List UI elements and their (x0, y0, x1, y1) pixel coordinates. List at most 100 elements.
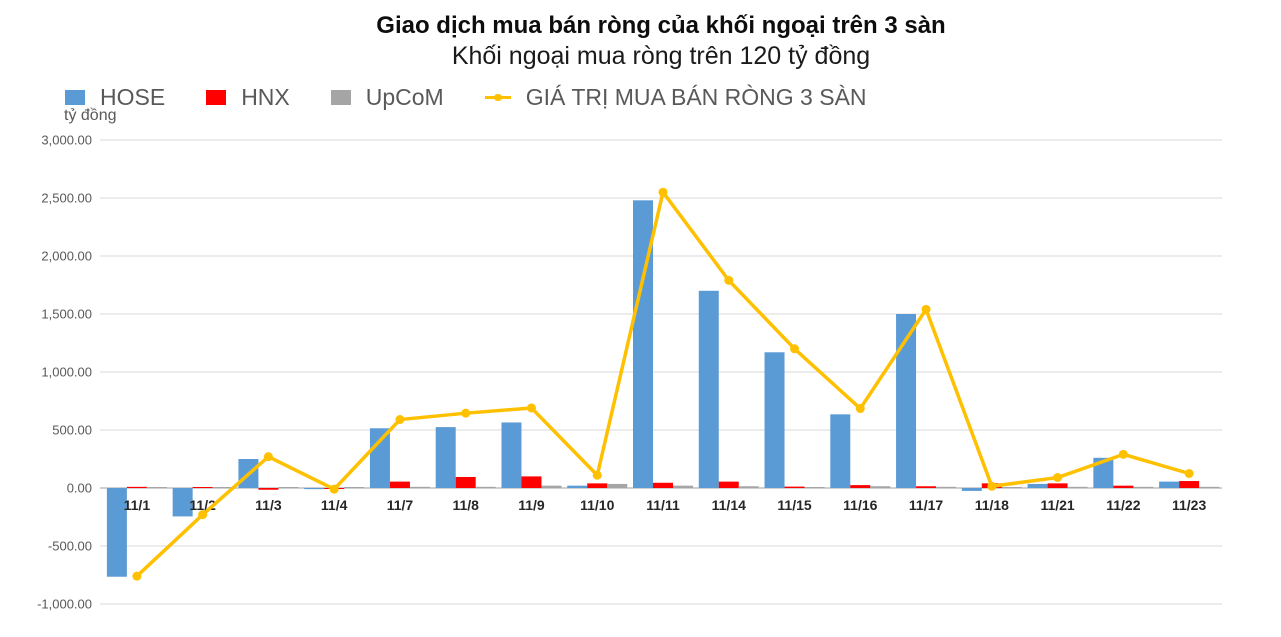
net-value-point (263, 452, 273, 462)
net-value-point (790, 344, 800, 354)
bar-hnx (1047, 483, 1068, 488)
hose-swatch-icon (65, 90, 85, 105)
bar-upcom (409, 486, 430, 488)
bar-upcom (146, 487, 167, 488)
x-tick-label: 11/3 (255, 497, 282, 513)
y-tick-label: 2,000.00 (41, 249, 92, 264)
bar-hnx (192, 487, 213, 488)
y-tick-label: 3,000.00 (41, 133, 92, 148)
net-value-point (395, 415, 405, 425)
y-tick-label: 2,500.00 (41, 191, 92, 206)
bar-hnx (587, 483, 608, 488)
bar-upcom (1067, 486, 1088, 488)
bar-hnx (389, 481, 410, 488)
chart-title: Giao dịch mua bán ròng của khối ngoại tr… (376, 12, 946, 39)
x-tick-label: 11/18 (975, 497, 1009, 513)
net-value-line (135, 190, 1191, 578)
x-tick-label: 11/10 (580, 497, 614, 513)
legend-item-net-line: GIÁ TRỊ MUA BÁN RÒNG 3 SÀN (484, 84, 867, 111)
bar-hose (1027, 483, 1048, 488)
upcom-swatch-icon (330, 90, 351, 105)
bar-upcom (212, 487, 233, 488)
bar-hose (435, 427, 456, 488)
legend-item-hose: HOSE (65, 84, 165, 111)
chart-subtitle: Khối ngoại mua ròng trên 120 tỷ đồng (451, 42, 871, 70)
net-value-point (855, 404, 865, 414)
x-tick-label: 11/14 (712, 497, 746, 513)
bar-hose (633, 200, 653, 488)
line-marker-icon (484, 93, 511, 102)
bar-hose (764, 352, 785, 488)
bar-upcom (1199, 486, 1220, 488)
chart-title-block: Giao dịch mua bán ròng của khối ngoại tr… (100, 10, 1222, 71)
bar-hnx (784, 486, 805, 488)
x-tick-label: 11/11 (646, 497, 680, 513)
x-tick-label: 11/23 (1172, 497, 1206, 513)
bar-hnx (521, 476, 542, 488)
legend-item-hnx: HNX (206, 84, 290, 111)
net-value-point (132, 571, 142, 581)
y-tick-label: 1,000.00 (41, 365, 92, 380)
bar-upcom (804, 487, 825, 488)
y-tick-label: -500.00 (48, 539, 92, 554)
bar-hnx (850, 485, 871, 488)
legend-item-upcom: UpCoM (330, 84, 444, 111)
legend-label-net-line: GIÁ TRỊ MUA BÁN RÒNG 3 SÀN (525, 84, 867, 110)
bar-upcom (278, 487, 299, 488)
bar-hose (501, 422, 522, 488)
bar-hose (698, 290, 719, 488)
net-value-point (1053, 473, 1063, 483)
x-tick-label: 11/8 (452, 497, 479, 513)
x-tick-label: 11/15 (777, 497, 811, 513)
bar-upcom (936, 486, 957, 488)
net-value-point (329, 484, 339, 494)
x-tick-label: 11/9 (518, 497, 545, 513)
bar-hnx (1179, 481, 1200, 488)
bar-hose (172, 488, 193, 517)
bar-upcom (344, 487, 365, 488)
net-value-point (592, 470, 602, 480)
bar-hose (896, 314, 917, 488)
bar-hose (369, 428, 390, 488)
net-value-point (1118, 449, 1128, 459)
y-tick-label: 500.00 (52, 423, 92, 438)
bar-upcom (475, 486, 496, 488)
net-value-point (921, 304, 931, 314)
net-value-point (198, 510, 208, 520)
legend-label-hose: HOSE (100, 84, 166, 110)
y-tick-label: 1,500.00 (41, 307, 92, 322)
bar-upcom (738, 486, 759, 488)
x-tick-label: 11/16 (843, 497, 877, 513)
bar-upcom (1001, 487, 1022, 488)
legend-label-upcom: UpCoM (365, 84, 444, 110)
bar-hose (304, 488, 325, 490)
chart-legend: HOSE HNX UpCoM GIÁ TRỊ MUA BÁN RÒNG 3 SÀ… (65, 84, 867, 111)
x-tick-label: 11/17 (909, 497, 943, 513)
bar-hnx (258, 488, 279, 490)
net-value-point (724, 275, 734, 285)
bar-hose (567, 485, 588, 488)
bar-hose (830, 414, 851, 488)
bar-upcom (541, 485, 562, 488)
legend-label-hnx: HNX (241, 84, 290, 110)
bar-hose (961, 488, 982, 491)
hnx-swatch-icon (206, 90, 227, 105)
y-tick-label: 0.00 (67, 481, 92, 496)
bar-hnx (1113, 485, 1134, 488)
x-tick-label: 11/4 (321, 497, 348, 513)
bar-upcom (673, 485, 693, 488)
bar-hnx (126, 486, 147, 488)
x-tick-label: 11/1 (124, 497, 151, 513)
net-value-point (1184, 469, 1194, 478)
x-tick-label: 11/21 (1040, 497, 1074, 513)
bar-hnx (718, 481, 739, 488)
net-value-point (526, 403, 536, 413)
bar-upcom (870, 486, 891, 488)
x-tick-label: 11/22 (1106, 497, 1140, 513)
y-axis-unit-label: tỷ đồng (64, 107, 117, 124)
bar-hnx (653, 482, 673, 488)
net-value-point (658, 187, 668, 197)
bar-upcom (607, 483, 628, 488)
